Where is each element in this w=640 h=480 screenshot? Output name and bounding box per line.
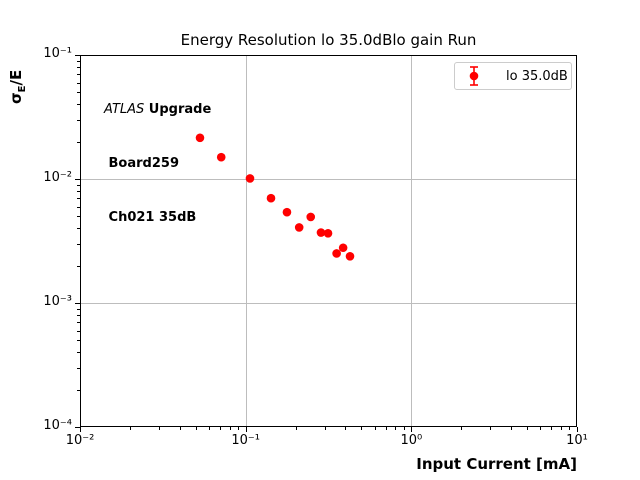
data-point bbox=[306, 212, 316, 222]
data-point bbox=[323, 228, 333, 238]
x-tick-label: 10⁻² bbox=[65, 433, 95, 448]
data-point bbox=[266, 193, 276, 203]
errorbar-marker-icon bbox=[469, 66, 479, 86]
data-point bbox=[245, 174, 255, 183]
annotation-line-2: Board259 bbox=[104, 156, 179, 171]
data-point bbox=[345, 252, 355, 261]
data-point bbox=[338, 243, 348, 253]
data-point bbox=[294, 223, 304, 232]
chart-title: Energy Resolution lo 35.0dBlo gain Run bbox=[180, 31, 477, 49]
data-point bbox=[195, 133, 205, 143]
legend-box: lo 35.0dB bbox=[454, 62, 572, 90]
annotation-atlas: ATLAS bbox=[104, 102, 145, 117]
annotation-line-1: ATLAS Upgrade bbox=[104, 101, 211, 119]
annotation-block: ATLAS Upgrade Board259 Ch021 35dB bbox=[104, 65, 211, 263]
legend-label: lo 35.0dB bbox=[506, 68, 568, 84]
data-point bbox=[216, 152, 226, 162]
plot-frame bbox=[80, 55, 577, 427]
annotation-upgrade: Upgrade bbox=[144, 102, 212, 117]
legend-marker-dot bbox=[469, 71, 479, 81]
x-tick-label: 10⁰ bbox=[400, 433, 423, 448]
x-tick-label: 10⁻¹ bbox=[231, 433, 260, 448]
annotation-line-3: Ch021 35dB bbox=[104, 210, 197, 225]
data-point bbox=[282, 207, 292, 217]
y-tick-label: 10⁻⁴ bbox=[43, 418, 72, 433]
x-axis-label: Input Current [mA] bbox=[416, 455, 577, 473]
x-tick-label: 10¹ bbox=[566, 433, 588, 448]
y-tick-label: 10⁻¹ bbox=[43, 46, 72, 61]
data-point bbox=[332, 249, 341, 258]
y-tick-label: 10⁻³ bbox=[43, 294, 72, 309]
y-tick-label: 10⁻² bbox=[43, 170, 72, 185]
data-point bbox=[316, 228, 326, 237]
